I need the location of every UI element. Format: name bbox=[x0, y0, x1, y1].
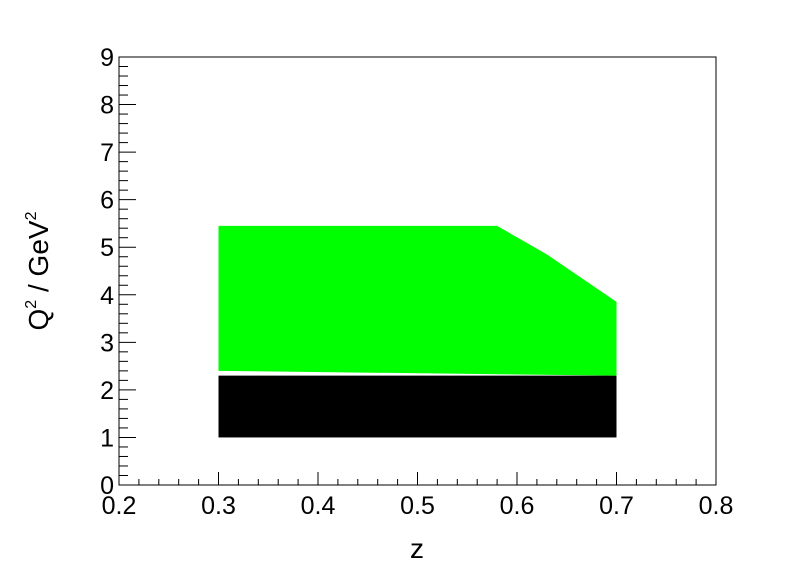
y-tick-label: 2 bbox=[100, 377, 114, 405]
axis-ticks bbox=[118, 56, 717, 486]
y-tick-label: 9 bbox=[100, 44, 114, 72]
x-axis-title: z bbox=[410, 533, 424, 564]
x-tick-label: 0.5 bbox=[400, 492, 435, 520]
x-tick-label: 0.3 bbox=[201, 492, 236, 520]
y-tick-label: 0 bbox=[100, 472, 114, 500]
y-tick-label: 6 bbox=[100, 187, 114, 215]
y-tick-label: 3 bbox=[100, 329, 114, 357]
x-tick-label: 0.4 bbox=[301, 492, 336, 520]
x-tick-label: 0.7 bbox=[599, 492, 634, 520]
y-axis-title-sup2: 2 bbox=[23, 211, 40, 220]
x-tick-labels: 0.2 0.3 0.4 0.5 0.6 0.7 0.8 bbox=[102, 492, 734, 520]
y-axis-title-sup: 2 bbox=[23, 300, 40, 309]
x-tick-label: 0.8 bbox=[699, 492, 734, 520]
data-regions bbox=[218, 225, 617, 438]
y-tick-labels: 0 1 2 3 4 5 6 7 8 9 bbox=[100, 44, 114, 500]
y-tick-label: 8 bbox=[100, 92, 114, 120]
x-tick-label: 0.2 bbox=[102, 492, 137, 520]
series-region-1 bbox=[218, 225, 617, 376]
y-axis-title-sep: / GeV bbox=[23, 220, 54, 300]
y-axis-title: Q2 / GeV2 bbox=[23, 211, 54, 330]
y-tick-label: 4 bbox=[100, 282, 114, 310]
y-tick-label: 7 bbox=[100, 139, 114, 167]
series-region-0 bbox=[218, 375, 617, 438]
y-tick-label: 5 bbox=[100, 234, 114, 262]
y-axis-title-base: Q bbox=[23, 309, 54, 331]
x-tick-label: 0.6 bbox=[500, 492, 535, 520]
y-tick-label: 1 bbox=[100, 424, 114, 452]
